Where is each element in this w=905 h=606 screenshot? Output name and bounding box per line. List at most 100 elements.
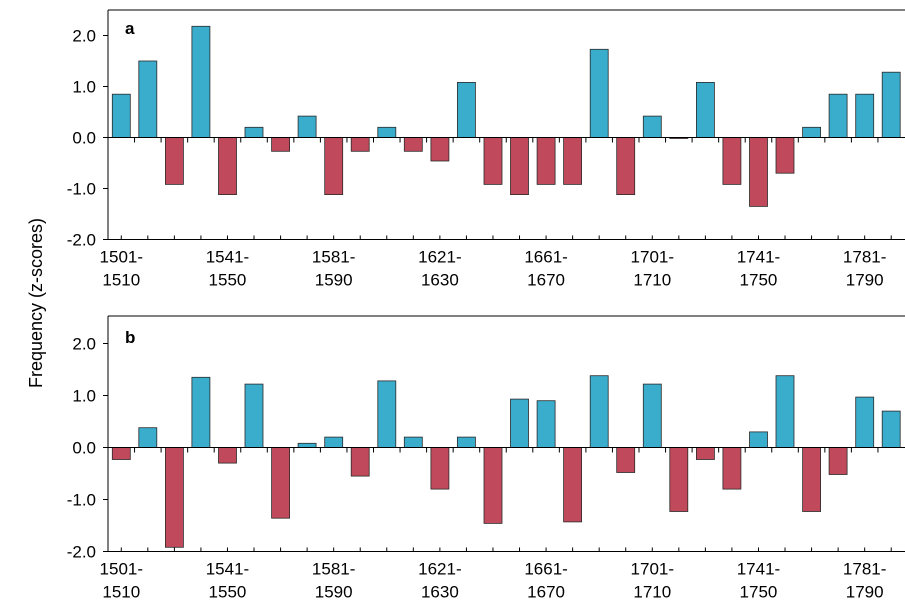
bar-a-1551-1560 — [244, 126, 264, 138]
bar-b-1621-1630 — [430, 447, 450, 490]
x-tick-label: 1541- — [206, 560, 249, 579]
bar-a-1691-1700 — [616, 137, 636, 195]
bar-a-1731-1740 — [722, 137, 742, 185]
bar-b-1671-1680 — [563, 447, 582, 523]
y-tick-label: 1.0 — [72, 78, 96, 97]
bar-b-1681-1690 — [589, 375, 609, 448]
x-tick-label: 1670 — [527, 583, 565, 602]
bar-b-1601-1610 — [377, 380, 397, 448]
bar-b-1611-1620 — [403, 436, 423, 448]
x-tick-label: 1550 — [209, 271, 247, 290]
bar-a-1781-1790 — [855, 93, 875, 138]
x-tick-label: 1741- — [737, 248, 780, 267]
bar-a-1771-1780 — [828, 93, 848, 138]
x-tick-label: 1501- — [100, 248, 143, 267]
bar-b-1781-1790 — [855, 396, 875, 448]
bar-b-1741-1750 — [749, 431, 768, 448]
bar-a-1601-1610 — [377, 126, 397, 138]
panel-a: -2.0 -1.0 0.0 1.0 2.0 1501- 1510 1541- 1550 1581-… — [67, 9, 905, 290]
panel-b: -2.0 -1.0 0.0 1.0 2.0 1501- 1510 1541- 1550 1581-… — [67, 315, 905, 602]
x-tick-label: 1781- — [843, 248, 886, 267]
bar-b-1721-1730 — [696, 447, 715, 460]
y-tick-label: -2.0 — [67, 231, 96, 250]
bar-b-1531-1540 — [191, 376, 211, 448]
panel-label: b — [125, 328, 135, 347]
y-axis-label: Frequency (z-scores) — [26, 218, 46, 388]
bar-a-1641-1650 — [483, 137, 503, 185]
x-tick-label: 1790 — [846, 583, 884, 602]
bar-a-1511-1520 — [138, 60, 158, 138]
y-tick-label: 2.0 — [72, 27, 96, 46]
y-tick-label: 0.0 — [72, 129, 96, 148]
bar-b-1581-1590 — [324, 436, 344, 448]
bar-a-1741-1750 — [749, 137, 768, 207]
x-tick-label: 1790 — [846, 271, 884, 290]
x-tick-label: 1741- — [737, 560, 780, 579]
bar-b-1701-1710 — [642, 383, 662, 448]
bar-a-1611-1620 — [403, 137, 423, 152]
x-tick-label: 1661- — [524, 560, 567, 579]
x-tick-label: 1510 — [102, 271, 140, 290]
bar-a-1671-1680 — [563, 137, 582, 185]
bar-b-1521-1530 — [164, 447, 184, 548]
bar-a-1621-1630 — [430, 137, 450, 162]
x-tick-label: 1581- — [312, 560, 355, 579]
bar-a-1681-1690 — [589, 48, 609, 138]
bar-b-1511-1520 — [138, 427, 158, 448]
panel-label: a — [125, 19, 135, 38]
bar-b-1501-1510 — [111, 447, 131, 460]
bar-a-1701-1710 — [642, 115, 662, 138]
x-tick-label: 1501- — [100, 560, 143, 579]
bar-a-1651-1660 — [510, 137, 529, 195]
x-tick-label: 1590 — [315, 583, 353, 602]
bar-a-1571-1580 — [297, 115, 317, 138]
bar-b-1691-1700 — [616, 447, 636, 473]
bar-a-1631-1640 — [456, 82, 476, 138]
x-tick-label: 1750 — [740, 583, 778, 602]
x-tick-label: 1621- — [418, 248, 461, 267]
bar-b-1641-1650 — [483, 447, 503, 524]
bar-b-1631-1640 — [456, 436, 476, 448]
bar-a-1531-1540 — [191, 25, 211, 138]
x-tick-label: 1710 — [633, 271, 671, 290]
bar-a-1591-1600 — [350, 137, 370, 152]
x-tick-label: 1630 — [421, 583, 459, 602]
bar-a-1661-1670 — [536, 137, 556, 185]
x-tick-label: 1710 — [633, 583, 671, 602]
y-tick-label: 2.0 — [72, 335, 96, 354]
x-tick-label: 1541- — [206, 248, 249, 267]
bar-b-1711-1720 — [669, 447, 689, 512]
bar-b-1571-1580 — [297, 442, 317, 448]
bar-b-1661-1670 — [536, 400, 556, 448]
y-tick-label: -2.0 — [67, 543, 96, 562]
y-tick-label: -1.0 — [67, 180, 96, 199]
y-tick-label: 0.0 — [72, 439, 96, 458]
bar-a-1761-1770 — [802, 126, 821, 138]
bar-a-1561-1570 — [271, 137, 291, 152]
bar-a-1581-1590 — [324, 137, 344, 195]
x-tick-label: 1661- — [524, 248, 567, 267]
x-tick-label: 1621- — [418, 560, 461, 579]
bar-b-1791-1800 — [881, 410, 901, 448]
x-tick-label: 1701- — [631, 248, 674, 267]
bar-b-1561-1570 — [271, 447, 291, 519]
bar-a-1791-1800 — [881, 71, 901, 138]
bar-a-1721-1730 — [696, 82, 715, 138]
bar-a-1521-1530 — [164, 137, 184, 185]
bar-a-1541-1550 — [218, 137, 237, 195]
x-tick-label: 1670 — [527, 271, 565, 290]
bar-b-1651-1660 — [510, 398, 529, 448]
x-tick-label: 1781- — [843, 560, 886, 579]
x-tick-label: 1701- — [631, 560, 674, 579]
bar-b-1591-1600 — [350, 447, 370, 477]
bar-b-1751-1760 — [775, 375, 795, 448]
y-tick-label: -1.0 — [67, 491, 96, 510]
x-tick-label: 1550 — [209, 583, 247, 602]
bar-b-1541-1550 — [218, 447, 237, 464]
bar-a-1751-1760 — [775, 137, 795, 174]
bar-b-1771-1780 — [828, 447, 848, 475]
x-tick-label: 1581- — [312, 248, 355, 267]
bar-b-1551-1560 — [244, 383, 264, 448]
x-tick-label: 1630 — [421, 271, 459, 290]
x-tick-label: 1750 — [740, 271, 778, 290]
